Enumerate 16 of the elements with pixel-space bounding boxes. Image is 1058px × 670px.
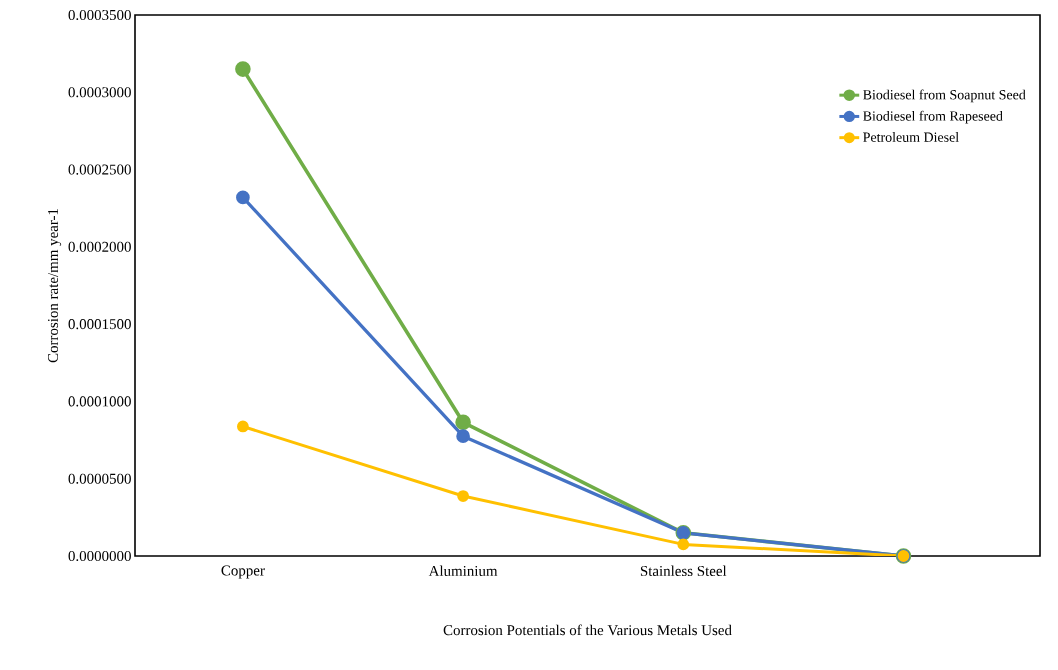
legend-label: Petroleum Diesel: [863, 132, 959, 142]
x-tick-label: Aluminium: [428, 565, 498, 577]
y-tick-label: 0.0002000: [68, 241, 131, 252]
x-tick-label: Copper: [221, 565, 265, 579]
y-tick-label: 0.0000000: [68, 550, 131, 562]
y-tick-label: 0.0003500: [68, 9, 131, 21]
y-axis-title: Corrosion rate/mm year-1: [48, 208, 62, 363]
y-tick-label: 0.0000500: [68, 473, 131, 484]
y-tick-label: 0.0001000: [68, 396, 131, 407]
legend-label: Biodiesel from Soapnut Seed: [863, 89, 1026, 103]
x-tick-label: Stainless Steel: [640, 565, 727, 577]
legend-label: Biodiesel from Rapeseed: [863, 110, 1003, 124]
y-tick-label: 0.0001500: [68, 319, 131, 330]
y-tick-label: 0.0003000: [68, 87, 131, 98]
x-axis-title: Corrosion Potentials of the Various Metals Used: [443, 624, 732, 636]
y-tick-label: 0.0002500: [68, 164, 131, 175]
